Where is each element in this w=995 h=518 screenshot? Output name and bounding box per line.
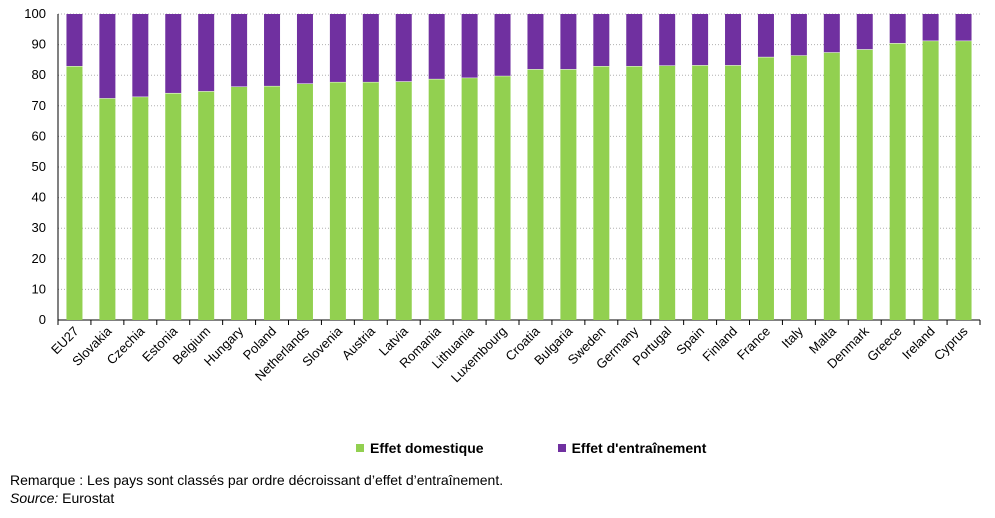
x-tick-label: Czechia bbox=[104, 323, 148, 367]
bar-segment-domestic bbox=[659, 65, 676, 321]
bar-segment-domestic bbox=[99, 98, 116, 321]
bar-segment-domestic bbox=[165, 92, 182, 320]
y-tick-label: 70 bbox=[32, 98, 46, 113]
bar-segment-domestic bbox=[757, 56, 774, 321]
bar-segment-domestic bbox=[132, 96, 149, 321]
bar-segment-spillover bbox=[955, 14, 972, 41]
bar-segment-domestic bbox=[395, 81, 412, 320]
legend-label-domestic: Effet domestique bbox=[370, 440, 484, 456]
y-tick-label: 80 bbox=[32, 67, 46, 82]
bar-segment-spillover bbox=[593, 14, 610, 67]
x-tick-label: France bbox=[734, 324, 773, 363]
y-tick-label: 20 bbox=[32, 251, 46, 266]
bar-segment-domestic bbox=[264, 85, 281, 320]
source-label: Source: bbox=[10, 490, 59, 506]
bar-segment-domestic bbox=[329, 81, 346, 320]
legend-label-spillover: Effet d'entraînement bbox=[571, 440, 707, 456]
bar-segment-spillover bbox=[790, 14, 807, 56]
bar-segment-domestic bbox=[560, 69, 577, 320]
bar-segment-domestic bbox=[692, 65, 709, 321]
y-tick-label: 30 bbox=[32, 220, 46, 235]
bar-segment-domestic bbox=[856, 49, 873, 320]
chart-note: Remarque : Les pays sont classés par ord… bbox=[10, 471, 503, 507]
remark-text: Remarque : Les pays sont classés par ord… bbox=[10, 472, 504, 488]
bar-segment-domestic bbox=[461, 77, 478, 320]
bar-segment-spillover bbox=[362, 14, 379, 82]
x-tick-label: Ireland bbox=[899, 324, 938, 363]
bar-segment-domestic bbox=[494, 75, 511, 320]
bar-segment-spillover bbox=[527, 14, 544, 70]
bar-segment-domestic bbox=[593, 66, 610, 321]
bar-segment-domestic bbox=[296, 83, 313, 320]
bar-segment-domestic bbox=[198, 91, 215, 320]
bar-segment-spillover bbox=[494, 14, 511, 76]
y-tick-label: 10 bbox=[32, 281, 46, 296]
bar-segment-spillover bbox=[659, 14, 676, 66]
y-tick-label: 60 bbox=[32, 128, 46, 143]
bar-segment-domestic bbox=[527, 69, 544, 320]
x-tick-label: Greece bbox=[864, 324, 905, 365]
x-tick-label: Finland bbox=[699, 324, 740, 365]
bar-segment-spillover bbox=[296, 14, 313, 84]
bar-segment-domestic bbox=[626, 66, 643, 321]
y-tick-label: 90 bbox=[32, 37, 46, 52]
bar-segment-spillover bbox=[560, 14, 577, 70]
bar-segment-domestic bbox=[66, 66, 83, 321]
bar-segment-domestic bbox=[922, 40, 939, 320]
bar-segment-spillover bbox=[99, 14, 116, 99]
bar-segment-spillover bbox=[329, 14, 346, 82]
bar-segment-domestic bbox=[428, 78, 445, 320]
bar-segment-domestic bbox=[955, 40, 972, 320]
source-value: Eurostat bbox=[58, 490, 115, 506]
bar-segment-domestic bbox=[362, 81, 379, 320]
bar-segment-spillover bbox=[231, 14, 248, 87]
stacked-bar-chart: 0102030405060708090100EU27SlovakiaCzechi… bbox=[24, 6, 981, 385]
bar-segment-spillover bbox=[626, 14, 643, 67]
bar-segment-domestic bbox=[790, 55, 807, 321]
bar-segment-spillover bbox=[395, 14, 412, 82]
x-tick-label: Austria bbox=[339, 323, 379, 363]
bar-segment-domestic bbox=[231, 86, 248, 320]
y-tick-label: 50 bbox=[32, 159, 46, 174]
bar-segment-domestic bbox=[823, 52, 840, 320]
legend-swatch-spillover bbox=[557, 444, 566, 452]
y-tick-label: 40 bbox=[32, 190, 46, 205]
y-tick-label: 0 bbox=[39, 312, 46, 327]
y-tick-label: 100 bbox=[24, 6, 46, 21]
bar-segment-spillover bbox=[922, 14, 939, 41]
bar-segment-spillover bbox=[132, 14, 149, 97]
x-tick-label: Italy bbox=[779, 323, 807, 351]
bar-segment-spillover bbox=[725, 14, 742, 66]
bar-segment-spillover bbox=[461, 14, 478, 78]
bar-segment-spillover bbox=[692, 14, 709, 66]
legend-item-spillover: Effet d'entraînement bbox=[557, 440, 707, 456]
bar-segment-spillover bbox=[757, 14, 774, 57]
source-line: Source: Eurostat bbox=[10, 489, 503, 507]
bar-segment-spillover bbox=[66, 14, 83, 67]
bar-segment-spillover bbox=[823, 14, 840, 53]
legend: Effet domestique Effet d'entraînement bbox=[356, 440, 780, 456]
bar-segment-spillover bbox=[198, 14, 215, 92]
legend-swatch-domestic bbox=[356, 444, 364, 452]
bar-segment-spillover bbox=[165, 14, 182, 93]
x-tick-label: Cyprus bbox=[931, 323, 971, 363]
bar-segment-spillover bbox=[264, 14, 281, 86]
bar-segment-spillover bbox=[856, 14, 873, 50]
bar-segment-domestic bbox=[889, 43, 906, 320]
bar-segment-domestic bbox=[725, 65, 742, 321]
bar-segment-spillover bbox=[889, 14, 906, 44]
bar-segment-spillover bbox=[428, 14, 445, 79]
legend-item-domestic: Effet domestique bbox=[356, 440, 484, 456]
